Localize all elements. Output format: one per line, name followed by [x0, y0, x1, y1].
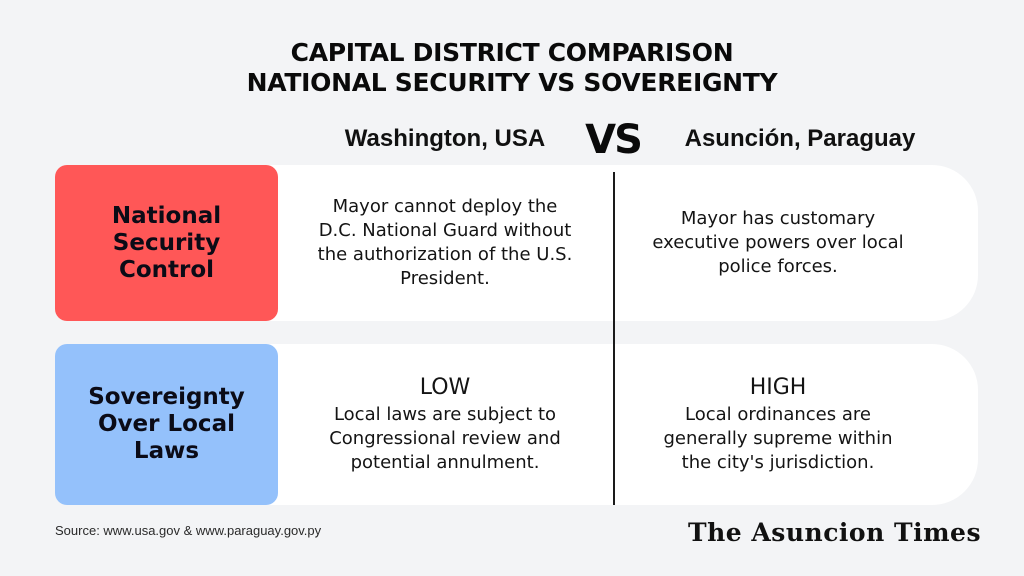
cell-line: Congressional review and [329, 427, 561, 449]
column-divider [613, 172, 615, 505]
sovereignty-level-high: HIGH [749, 374, 807, 400]
cell-line: President. [400, 268, 490, 289]
cell-line: the authorization of the U.S. [317, 244, 573, 265]
title-line-1: CAPITAL DISTRICT COMPARISON [290, 38, 734, 67]
sovereignty-level-low: LOW [419, 374, 471, 400]
cell-line: generally supreme within [663, 427, 893, 449]
cell-line: the city's jurisdiction. [681, 451, 875, 473]
source-citation: Source: www.usa.gov & www.paraguay.gov.p… [55, 523, 322, 538]
cell-asuncion-security: Mayor has customary executive powers ove… [628, 165, 928, 321]
row-label-sovereignty: Sovereignty Over Local Laws [55, 344, 278, 505]
cell-line: Mayor cannot deploy the [332, 196, 558, 217]
label-line: National [111, 202, 222, 229]
cell-line: Local laws are subject to [333, 403, 557, 425]
cell-line: Local ordinances are [685, 403, 871, 425]
cell-line: Mayor has customary [680, 208, 876, 229]
cell-asuncion-sovereignty: HIGH Local ordinances are generally supr… [628, 344, 928, 505]
label-line: Laws [133, 438, 200, 464]
cell-line: potential annulment. [350, 451, 540, 473]
cell-washington-sovereignty: LOW Local laws are subject to Congressio… [290, 344, 600, 505]
cell-line: police forces. [718, 256, 838, 277]
cell-line: D.C. National Guard without [318, 220, 572, 241]
column-header-washington: Washington, USA [344, 125, 546, 152]
page-title: CAPITAL DISTRICT COMPARISON NATIONAL SEC… [0, 38, 1024, 98]
column-header-asuncion: Asunción, Paraguay [684, 125, 916, 152]
label-line: Sovereignty [88, 384, 245, 410]
vs-label: VS [585, 117, 643, 163]
label-line: Control [118, 256, 215, 283]
brand-logo: The Asuncion Times [688, 518, 982, 547]
row-label-national-security: National Security Control [55, 165, 278, 321]
label-line: Over Local [97, 411, 235, 437]
cell-line: executive powers over local [652, 232, 904, 253]
cell-washington-security: Mayor cannot deploy the D.C. National Gu… [290, 165, 600, 321]
label-line: Security [112, 229, 221, 256]
title-line-2: NATIONAL SECURITY VS SOVEREIGNTY [246, 68, 778, 97]
